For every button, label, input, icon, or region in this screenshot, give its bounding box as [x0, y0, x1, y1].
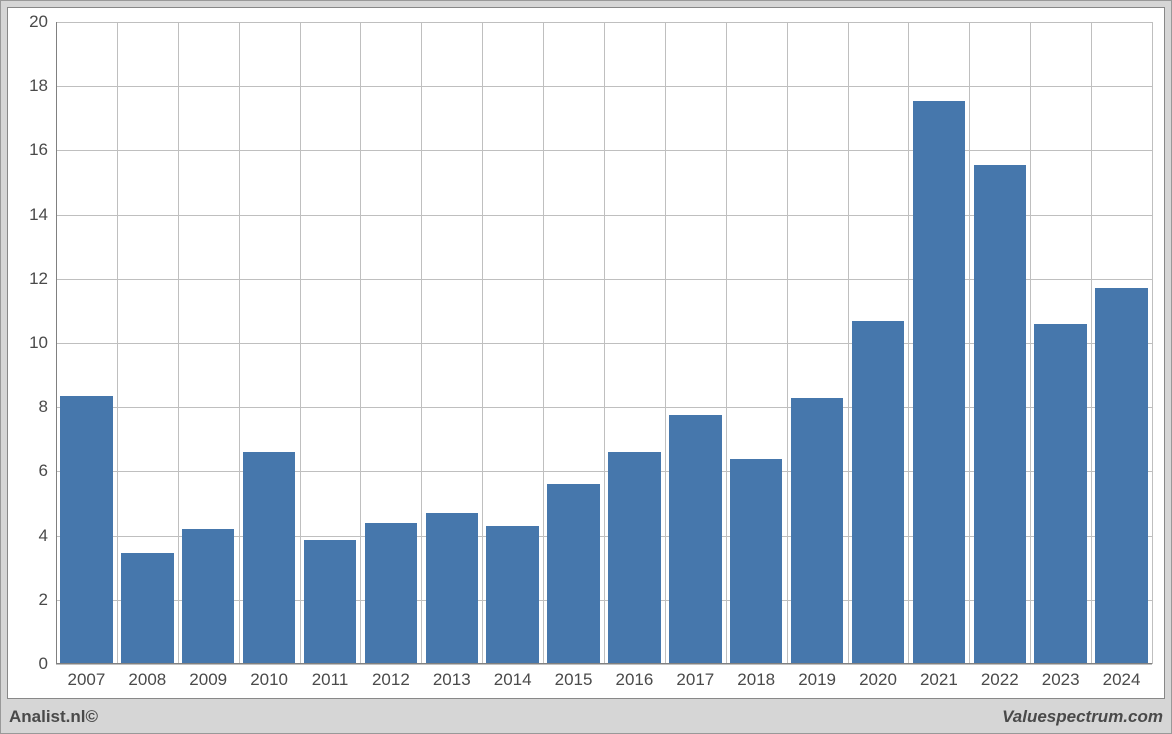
y-tick-label: 16 — [12, 140, 48, 160]
bar — [365, 523, 417, 664]
bar — [486, 526, 538, 664]
grid-line-v — [726, 22, 727, 664]
x-tick-label: 2014 — [494, 670, 532, 690]
x-tick-label: 2012 — [372, 670, 410, 690]
y-axis-line — [56, 22, 57, 664]
x-tick-label: 2008 — [128, 670, 166, 690]
x-tick-label: 2020 — [859, 670, 897, 690]
grid-line-v — [360, 22, 361, 664]
x-tick-label: 2009 — [189, 670, 227, 690]
bar — [791, 398, 843, 664]
x-tick-label: 2011 — [312, 670, 349, 690]
bar — [121, 553, 173, 664]
bar — [547, 484, 599, 664]
y-tick-label: 20 — [12, 12, 48, 32]
x-tick-label: 2010 — [250, 670, 288, 690]
grid-line-v — [1152, 22, 1153, 664]
bar — [730, 459, 782, 664]
bar — [182, 529, 234, 664]
grid-line-v — [1030, 22, 1031, 664]
grid-line-v — [848, 22, 849, 664]
grid-line-v — [178, 22, 179, 664]
grid-line-v — [908, 22, 909, 664]
x-tick-label: 2018 — [737, 670, 775, 690]
x-tick-label: 2024 — [1103, 670, 1141, 690]
bar — [60, 396, 112, 664]
x-axis-line — [56, 663, 1152, 664]
x-tick-label: 2022 — [981, 670, 1019, 690]
y-tick-label: 2 — [12, 590, 48, 610]
bar — [608, 452, 660, 664]
grid-line-v — [117, 22, 118, 664]
x-tick-label: 2013 — [433, 670, 471, 690]
bar — [669, 415, 721, 664]
x-tick-label: 2007 — [68, 670, 106, 690]
chart-container: 0 2 4 6 8 10 12 14 16 18 20 2007 2008 2009 2010 2011 201… — [7, 7, 1165, 699]
bar — [426, 513, 478, 664]
grid-line-h — [56, 664, 1152, 665]
x-tick-label: 2023 — [1042, 670, 1080, 690]
grid-line-v — [239, 22, 240, 664]
x-tick-label: 2016 — [616, 670, 654, 690]
bar — [913, 101, 965, 664]
bar — [1034, 324, 1086, 664]
grid-line-v — [969, 22, 970, 664]
grid-line-v — [665, 22, 666, 664]
y-tick-label: 10 — [12, 333, 48, 353]
grid-line-v — [604, 22, 605, 664]
y-tick-label: 18 — [12, 76, 48, 96]
x-tick-label: 2015 — [555, 670, 593, 690]
y-tick-label: 14 — [12, 205, 48, 225]
x-tick-label: 2021 — [920, 670, 958, 690]
bar — [974, 165, 1026, 664]
footer-left-text: Analist.nl© — [9, 707, 98, 727]
bar — [304, 540, 356, 664]
grid-line-v — [482, 22, 483, 664]
grid-line-v — [543, 22, 544, 664]
y-tick-label: 6 — [12, 461, 48, 481]
bar — [243, 452, 295, 664]
grid-line-v — [421, 22, 422, 664]
y-tick-label: 8 — [12, 397, 48, 417]
grid-line-v — [787, 22, 788, 664]
bar — [1095, 288, 1147, 664]
footer-right-text: Valuespectrum.com — [1002, 707, 1163, 727]
y-tick-label: 0 — [12, 654, 48, 674]
y-tick-label: 4 — [12, 526, 48, 546]
grid-line-v — [300, 22, 301, 664]
y-tick-label: 12 — [12, 269, 48, 289]
plot-area: 0246810121416182020072008200920102011201… — [56, 22, 1152, 664]
x-tick-label: 2019 — [798, 670, 836, 690]
bar — [852, 321, 904, 664]
grid-line-v — [1091, 22, 1092, 664]
x-tick-label: 2017 — [676, 670, 714, 690]
